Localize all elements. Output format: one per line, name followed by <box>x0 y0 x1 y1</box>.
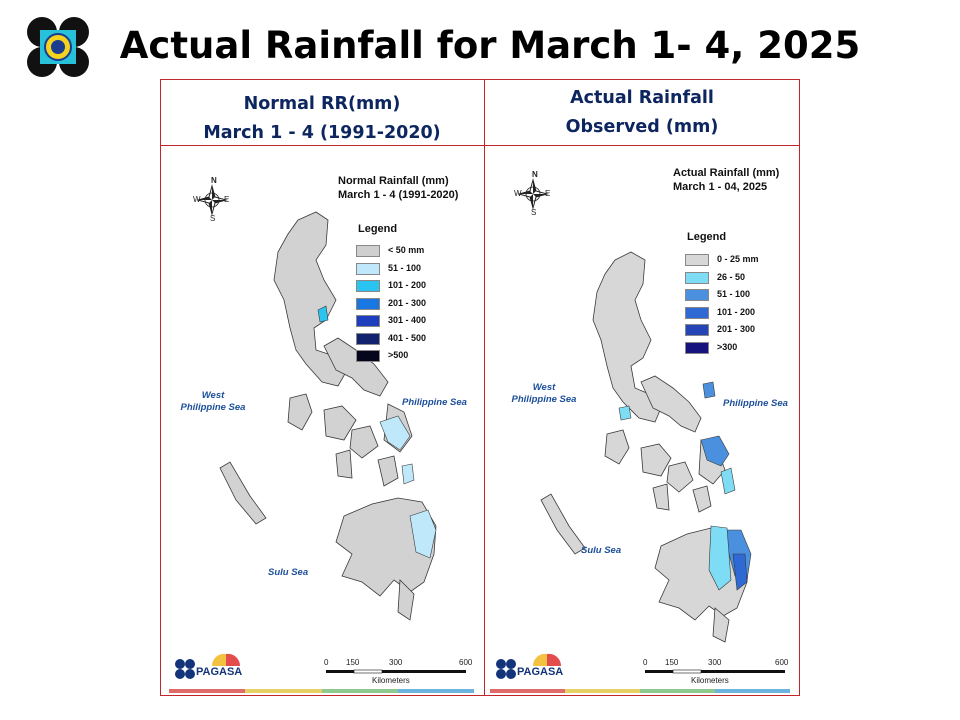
legend-swatch <box>356 315 380 327</box>
footer-strip-segment <box>397 689 474 693</box>
footer-strip-segment <box>245 689 322 693</box>
map-title: Actual Rainfall (mm) March 1 - 04, 2025 <box>673 166 779 194</box>
pagasa-logo-icon <box>175 653 241 679</box>
rainfall-zone-51-100 <box>379 415 437 559</box>
scale-tick: 600 <box>775 658 789 667</box>
legend-label: < 50 mm <box>388 245 425 255</box>
actual-rainfall-map-panel: N E S W Actual Rainfall (mm) March 1 - 0… <box>489 150 795 694</box>
legend-label: 301 - 400 <box>388 315 427 325</box>
compass-s-label: S <box>531 208 537 217</box>
legend-label: 51 - 100 <box>388 262 422 273</box>
footer-strip-segment <box>169 689 246 693</box>
frame-divider-vertical <box>484 79 485 696</box>
footer-strip-segment <box>490 689 565 693</box>
west-philippine-sea-label: West Philippine Sea <box>511 382 577 405</box>
legend-title: Legend <box>687 231 727 243</box>
header-line-1: Normal RR(mm) <box>243 94 401 114</box>
legend-label: 201 - 300 <box>388 297 427 308</box>
map-title-line-2: March 1 - 04, 2025 <box>673 181 768 193</box>
pagasa-wordmark: PAGASA <box>196 666 243 678</box>
sulu-sea-label: Sulu Sea <box>581 545 622 556</box>
frame-divider-horizontal <box>160 145 800 146</box>
header-line-2: Observed (mm) <box>565 117 719 137</box>
sulu-sea-label: Sulu Sea <box>268 567 309 578</box>
compass-s-label: S <box>210 214 216 223</box>
scale-tick: 0 <box>643 658 648 667</box>
map-title-line-2: March 1 - 4 (1991-2020) <box>338 189 459 201</box>
legend-label: 51 - 100 <box>717 289 751 299</box>
actual-rainfall-header: Actual Rainfall Observed (mm) <box>485 84 799 142</box>
legend-label: >500 <box>388 350 409 360</box>
scale-bar <box>326 669 466 674</box>
legend-swatch <box>685 271 709 284</box>
landmass <box>219 211 437 621</box>
rainfall-zone-101-200 <box>317 305 329 323</box>
philippines-map-actual <box>517 178 785 674</box>
legend-label: 0 - 25 mm <box>717 254 759 264</box>
compass-e-label: E <box>545 189 551 198</box>
scale-unit: Kilometers <box>691 676 729 685</box>
compass-w-label: W <box>193 195 201 204</box>
dost-pagasa-seal-logo <box>27 17 89 77</box>
legend-swatch <box>356 280 380 292</box>
scale-tick: 150 <box>665 658 679 667</box>
legend-label: 101 - 200 <box>717 306 756 317</box>
scale-tick: 150 <box>346 658 360 667</box>
rainfall-zone-26-50 <box>618 405 736 591</box>
pagasa-wordmark: PAGASA <box>517 666 564 678</box>
legend-swatch <box>685 254 709 266</box>
legend-label: 401 - 500 <box>388 332 427 343</box>
rainfall-zone-101-200 <box>732 553 748 591</box>
legend-label: 26 - 50 <box>717 271 746 282</box>
footer-strip-segment <box>640 689 715 693</box>
compass-e-label: E <box>224 195 230 204</box>
compass-n-label: N <box>532 170 538 179</box>
scale-tick: 0 <box>324 658 329 667</box>
scale-tick: 300 <box>389 658 403 667</box>
west-philippine-sea-label: West Philippine Sea <box>180 390 246 413</box>
map-title-line-1: Actual Rainfall (mm) <box>673 167 780 179</box>
footer-strip-segment <box>321 689 398 693</box>
legend-label: 101 - 200 <box>388 280 427 290</box>
legend-swatch <box>685 324 709 336</box>
legend-swatch <box>356 245 380 257</box>
compass-w-label: W <box>514 189 522 198</box>
legend-swatch <box>356 332 380 345</box>
map-title-line-1: Normal Rainfall (mm) <box>338 175 449 187</box>
legend-swatch <box>685 341 709 354</box>
normal-rainfall-header: Normal RR(mm) March 1 - 4 (1991-2020) <box>161 90 483 148</box>
legend-label: 201 - 300 <box>717 324 756 334</box>
compass-rose-icon <box>517 178 549 210</box>
scale-tick: 300 <box>708 658 722 667</box>
philippines-map-normal <box>196 184 466 674</box>
comparison-frame <box>160 79 800 696</box>
scale-unit: Kilometers <box>372 676 410 685</box>
scale-tick: 600 <box>459 658 473 667</box>
normal-rainfall-map-panel: N E S W Normal Rainfall (mm) March 1 - 4… <box>166 150 480 694</box>
philippine-sea-label: Philippine Sea <box>723 398 788 409</box>
pagasa-logo-icon <box>496 653 562 679</box>
legend-title: Legend <box>358 223 398 235</box>
legend-swatch <box>356 350 380 362</box>
compass-n-label: N <box>211 176 217 185</box>
philippine-sea-label: Philippine Sea <box>402 397 467 408</box>
map-title: Normal Rainfall (mm) March 1 - 4 (1991-2… <box>338 174 458 202</box>
scale-bar <box>645 669 785 674</box>
legend-swatch <box>356 262 380 275</box>
footer-strip-segment <box>565 689 640 693</box>
page-title: Actual Rainfall for March 1- 4, 2025 <box>119 24 861 67</box>
footer-strip-segment <box>715 689 790 693</box>
header-line-1: Actual Rainfall <box>570 88 714 108</box>
legend-swatch <box>685 289 709 301</box>
header-line-2: March 1 - 4 (1991-2020) <box>203 123 441 143</box>
compass-rose-icon <box>196 184 228 216</box>
legend-swatch <box>356 297 380 310</box>
legend-swatch <box>685 306 709 319</box>
legend-label: >300 <box>717 341 738 352</box>
